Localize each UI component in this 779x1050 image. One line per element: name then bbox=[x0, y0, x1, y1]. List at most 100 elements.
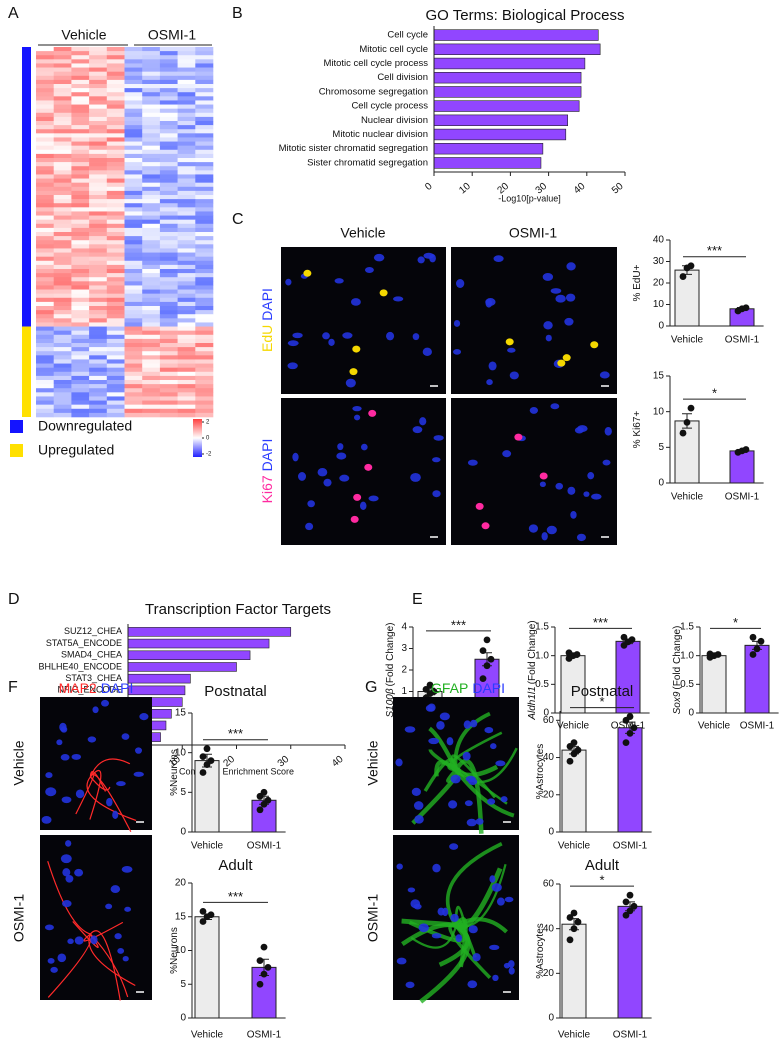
nucleus bbox=[418, 923, 429, 933]
significance-label: *** bbox=[451, 617, 466, 632]
category-label: Chromosome segregation bbox=[319, 86, 428, 97]
heatmap-cell bbox=[89, 137, 108, 142]
heatmap-cell bbox=[36, 289, 54, 294]
heatmap-cell bbox=[36, 396, 54, 401]
heatmap-cell bbox=[124, 380, 143, 385]
heatmap-cell bbox=[159, 322, 178, 327]
heatmap-cell bbox=[142, 236, 161, 241]
heatmap-cell bbox=[89, 125, 108, 130]
y-tick-label: 30 bbox=[653, 256, 665, 267]
panel-letter: B bbox=[232, 5, 243, 22]
heatmap-cell bbox=[177, 388, 196, 393]
heatmap-cell bbox=[106, 367, 125, 373]
nucleus bbox=[455, 279, 465, 288]
heatmap-cell bbox=[124, 215, 143, 220]
heatmap-cell bbox=[124, 59, 143, 64]
heatmap-cell bbox=[53, 347, 72, 352]
heatmap-cell bbox=[159, 63, 178, 68]
chart-title: GO Terms: Biological Process bbox=[426, 7, 625, 24]
panel-letter: G bbox=[365, 679, 377, 696]
legend-label: Upregulated bbox=[38, 442, 114, 458]
heatmap-cell bbox=[195, 133, 214, 138]
nucleus bbox=[412, 426, 423, 434]
heatmap-cell bbox=[89, 71, 108, 77]
heatmap-cell bbox=[71, 190, 90, 196]
heatmap-cell bbox=[71, 330, 90, 336]
data-point bbox=[622, 739, 630, 747]
y-axis-label-gene: S100β bbox=[385, 688, 396, 717]
heatmap-cell bbox=[36, 355, 54, 360]
nucleus bbox=[386, 331, 395, 341]
nucleus bbox=[550, 288, 562, 294]
cell-process bbox=[401, 922, 457, 947]
heatmap-cell bbox=[142, 343, 161, 348]
nucleus bbox=[74, 868, 84, 877]
heatmap-cell bbox=[106, 338, 125, 344]
heatmap-cell bbox=[36, 375, 54, 381]
bar bbox=[729, 450, 755, 484]
heatmap-cell bbox=[142, 375, 161, 381]
heatmap-cell bbox=[159, 207, 178, 212]
legend-label: Downregulated bbox=[38, 418, 132, 434]
heatmap-cell bbox=[71, 199, 90, 204]
heatmap-cell bbox=[159, 412, 178, 418]
heatmap-cell bbox=[36, 96, 54, 101]
heatmap-cell bbox=[159, 293, 178, 299]
nucleus bbox=[431, 933, 442, 939]
heatmap-cell bbox=[89, 334, 108, 340]
heatmap-cell bbox=[142, 79, 161, 85]
heatmap-cell bbox=[195, 318, 214, 323]
significance-label: * bbox=[599, 694, 604, 709]
nucleus bbox=[56, 739, 63, 746]
heatmap-cell bbox=[195, 227, 214, 233]
heatmap-cell bbox=[106, 158, 125, 163]
heatmap-cell bbox=[159, 306, 178, 311]
category-label: Mitotic sister chromatid segregation bbox=[279, 143, 428, 154]
heatmap-cell bbox=[124, 326, 143, 331]
category-label: Nuclear division bbox=[361, 115, 428, 126]
heatmap-cell bbox=[106, 178, 125, 183]
heatmap-cell bbox=[106, 359, 125, 364]
nucleus bbox=[353, 414, 361, 421]
stain-name: MAP2 bbox=[59, 680, 97, 696]
heatmap-cell bbox=[53, 297, 72, 303]
heatmap-cell bbox=[159, 153, 178, 159]
nucleus bbox=[414, 815, 424, 824]
heatmap-cell bbox=[177, 133, 196, 138]
heatmap-cell bbox=[195, 306, 214, 311]
x-axis-label: Combined Enrichment Score bbox=[179, 766, 294, 776]
heatmap-cell bbox=[106, 75, 125, 81]
nucleus bbox=[570, 510, 577, 519]
heatmap-cell bbox=[106, 408, 125, 414]
heatmap-cell bbox=[159, 326, 178, 331]
nucleus bbox=[393, 296, 404, 302]
heatmap-cell bbox=[89, 207, 108, 212]
heatmap-cell bbox=[142, 153, 161, 159]
column-label: OSMI-1 bbox=[148, 27, 196, 43]
heatmap-cell bbox=[159, 195, 178, 200]
heatmap-cell bbox=[36, 59, 54, 64]
category-label: Vehicle bbox=[671, 492, 704, 503]
heatmap-cell bbox=[159, 314, 178, 319]
heatmap-cell bbox=[159, 170, 178, 175]
heatmap-cell bbox=[195, 367, 214, 373]
nucleus bbox=[396, 957, 407, 965]
heatmap-cell bbox=[89, 63, 108, 68]
heatmap-cell bbox=[106, 141, 125, 146]
heatmap-cell bbox=[53, 334, 72, 340]
heatmap-cell bbox=[106, 108, 125, 114]
heatmap-cell bbox=[195, 301, 214, 307]
bar bbox=[127, 685, 186, 696]
heatmap-cell bbox=[106, 67, 125, 72]
heatmap-cell bbox=[177, 338, 196, 344]
heatmap-cell bbox=[159, 256, 178, 262]
heatmap-cell bbox=[195, 112, 214, 118]
stain-name: DAPI bbox=[259, 439, 275, 472]
heatmap-cell bbox=[89, 293, 108, 299]
legend-swatch bbox=[10, 420, 23, 433]
heatmap-cell bbox=[106, 47, 125, 52]
heatmap-cell bbox=[159, 199, 178, 204]
heatmap-cell bbox=[142, 408, 161, 414]
cell-process bbox=[410, 925, 458, 949]
heatmap-cell bbox=[124, 252, 143, 257]
